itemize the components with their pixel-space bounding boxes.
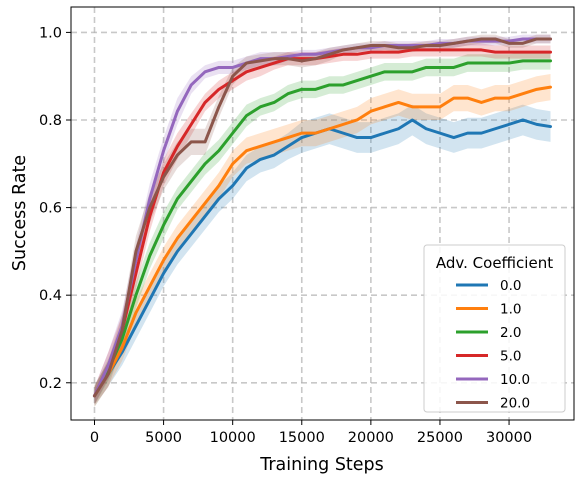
x-tick-label: 5000 xyxy=(145,430,182,446)
line-series-1.0 xyxy=(92,85,553,398)
x-tick-label: 30000 xyxy=(486,430,532,446)
y-tick-label: 0.8 xyxy=(39,113,62,129)
x-tick-label: 25000 xyxy=(417,430,463,446)
x-tick-label: 15000 xyxy=(279,430,325,446)
x-tick-label: 0 xyxy=(90,430,99,446)
line-series-2.0 xyxy=(92,59,553,398)
legend-label: 10.0 xyxy=(500,372,530,388)
y-tick-label: 0.4 xyxy=(39,288,62,304)
y-tick-label: 0.2 xyxy=(39,376,62,392)
band-series-0.0 xyxy=(94,104,551,407)
legend-box xyxy=(423,244,566,413)
legend-label: 1.0 xyxy=(500,302,521,318)
y-tick-label: 1.0 xyxy=(39,25,62,41)
plot-frame xyxy=(70,6,575,421)
x-axis-label: Training Steps xyxy=(259,455,384,475)
legend-label: 5.0 xyxy=(500,349,521,365)
y-axis-ticks: 0.2 0.4 0.6 0.8 1.0 xyxy=(39,25,71,392)
legend: Adv. Coefficient 0.0 1.0 2.0 5.0 10.0 20.0 xyxy=(423,244,566,413)
band-series-20.0 xyxy=(94,34,551,405)
legend-label: 20.0 xyxy=(500,396,530,412)
series-lines xyxy=(92,37,553,398)
x-axis-ticks: 0 5000 10000 15000 20000 25000 30000 xyxy=(90,420,532,446)
x-tick-label: 20000 xyxy=(348,430,394,446)
y-axis-label: Success Rate xyxy=(10,155,30,271)
legend-title: Adv. Coefficient xyxy=(436,254,553,272)
y-tick-label: 0.6 xyxy=(39,201,62,217)
legend-label: 0.0 xyxy=(500,278,521,294)
x-tick-label: 10000 xyxy=(210,430,256,446)
line-series-20.0 xyxy=(92,37,553,398)
legend-label: 2.0 xyxy=(500,325,521,341)
legend-items: 0.0 1.0 2.0 5.0 10.0 20.0 xyxy=(456,278,530,412)
